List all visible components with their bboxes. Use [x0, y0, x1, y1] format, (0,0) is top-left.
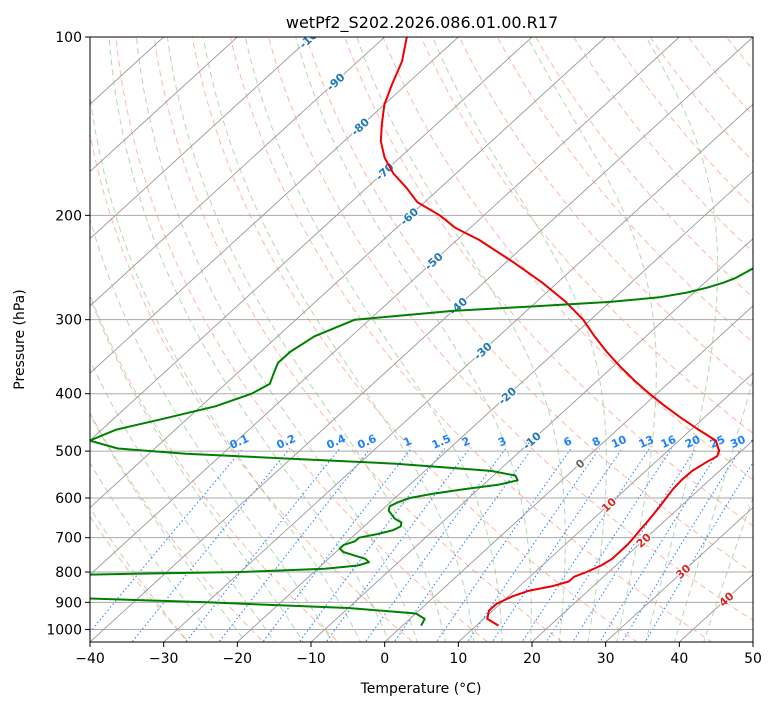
x-tick-label: 30 — [597, 651, 615, 667]
y-tick-label: 400 — [55, 387, 82, 403]
isotherm-line — [90, 37, 386, 307]
moist-adiabat-line — [356, 37, 566, 642]
y-axis: 100 200 300 400 500 600 700 800 900 1000 — [46, 30, 90, 638]
moist-adiabat-line — [432, 37, 607, 642]
dry-adiabat-line — [306, 37, 753, 574]
moist-adiabat-line — [527, 37, 657, 642]
isotherm-line — [90, 37, 312, 240]
isotherm-grid — [90, 37, 753, 642]
dry-adiabat-line — [229, 37, 713, 642]
moist-adiabat-line — [90, 506, 188, 642]
x-tick-label: 10 — [449, 651, 467, 667]
x-axis-label: Temperature (°C) — [360, 681, 482, 697]
dry-adiabat-line — [382, 37, 753, 481]
y-tick-label: 600 — [55, 491, 82, 507]
mixing-ratio-label: 16 — [659, 433, 679, 451]
isotherm-line — [162, 103, 753, 642]
isotherm-line — [310, 238, 753, 642]
isotherm-line — [90, 37, 753, 642]
y-axis-label: Pressure (hPa) — [12, 289, 28, 389]
plot-frame — [89, 36, 754, 643]
mixing-ratio-label: 30 — [728, 433, 748, 451]
x-axis: −40 −30 −20 −10 0 10 20 30 40 50 — [75, 642, 762, 667]
isotherm-line — [90, 37, 607, 509]
data-series — [90, 37, 753, 627]
x-tick-label: −20 — [223, 651, 253, 667]
y-tick-label: 200 — [55, 208, 82, 224]
isotherm-line — [383, 305, 753, 642]
moist-adiabat-line — [295, 37, 532, 642]
x-tick-label: 20 — [523, 651, 541, 667]
x-tick-label: −10 — [296, 651, 326, 667]
dry-adiabat-line — [267, 37, 753, 622]
moist-adiabat-line — [244, 37, 503, 642]
plot-area: 0.10.20.40.611.52346810131620253036-100-… — [90, 37, 769, 642]
y-tick-label: 900 — [55, 595, 82, 611]
y-tick-label: 700 — [55, 531, 82, 547]
isotherm-line — [90, 37, 681, 576]
x-tick-label: 0 — [380, 651, 389, 667]
mixing-ratio-line — [393, 448, 533, 642]
mixing-ratio-label: 13 — [637, 433, 656, 451]
dry-adiabat-line — [191, 37, 638, 642]
dry-adiabat-line — [153, 37, 564, 642]
dewpoint-line — [90, 267, 753, 627]
mixing-ratio-label: 10 — [609, 433, 629, 451]
temperature-line — [379, 37, 721, 627]
mixing-ratio-line — [435, 448, 572, 642]
chart-title: wetPf2_S202.2026.086.01.00.R17 — [286, 13, 558, 33]
isotherm-line — [90, 37, 533, 441]
dry-adiabat-line — [115, 37, 489, 642]
mixing-ratio-label: 20 — [683, 433, 703, 451]
dry-adiabat-line — [420, 37, 753, 435]
y-tick-label: 500 — [55, 444, 82, 460]
y-tick-label: 300 — [55, 313, 82, 329]
y-tick-label: 100 — [55, 30, 82, 46]
mixing-ratio-line — [298, 448, 446, 642]
moist-adiabat-line — [108, 37, 390, 642]
isotherm-line — [604, 506, 753, 642]
dry-adiabat-line — [90, 293, 339, 642]
moist-adiabat-line — [166, 37, 447, 642]
isotherm-line — [90, 37, 239, 173]
x-tick-label: −40 — [75, 651, 105, 667]
dry-adiabats — [90, 37, 753, 642]
x-tick-label: −30 — [149, 651, 179, 667]
isotherm-line — [457, 372, 753, 642]
y-tick-label: 1000 — [46, 622, 82, 638]
isotherm-line — [90, 37, 460, 374]
x-tick-label: 50 — [744, 651, 762, 667]
x-tick-label: 40 — [670, 651, 688, 667]
mixing-ratio-label: 36 — [749, 433, 769, 451]
isotherm-line — [531, 439, 753, 642]
y-tick-label: 800 — [55, 565, 82, 581]
